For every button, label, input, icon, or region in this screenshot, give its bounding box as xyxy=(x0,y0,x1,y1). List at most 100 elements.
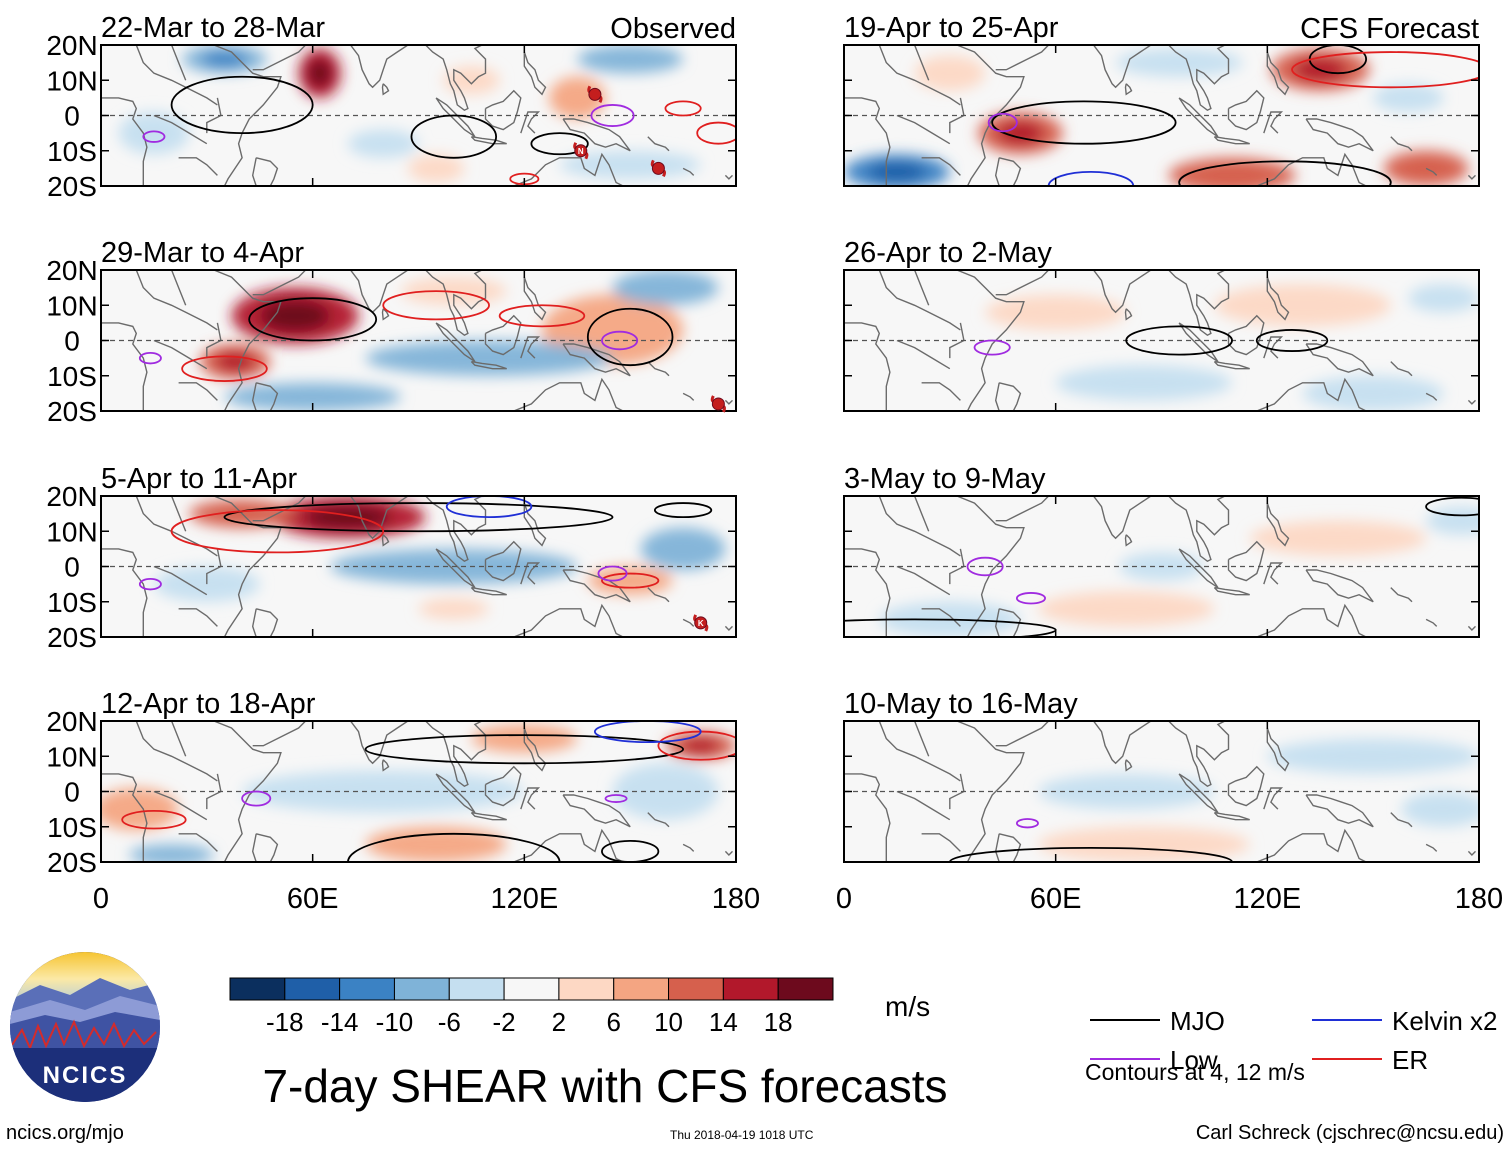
y-tick-label: 20S xyxy=(47,396,97,427)
shear-field xyxy=(844,48,1469,186)
y-tick-label: 10S xyxy=(47,812,97,843)
shear-anomaly xyxy=(640,527,726,571)
shear-anomaly xyxy=(612,270,719,306)
coastline xyxy=(523,727,547,772)
x-tick-label: 120E xyxy=(490,883,558,915)
colorbar-swatch xyxy=(558,977,615,1001)
cyclone-marker xyxy=(587,85,603,104)
coastline xyxy=(178,608,218,627)
coastline xyxy=(381,759,390,772)
colorbar-level-label: 10 xyxy=(654,1007,683,1037)
panel-date-label: 26-Apr to 2-May xyxy=(844,237,1052,269)
legend-mjo-label: MJO xyxy=(1170,1006,1225,1036)
coastline xyxy=(896,339,951,370)
x-tick-label: 180 xyxy=(712,883,760,915)
coastline xyxy=(135,721,218,782)
coastline xyxy=(178,833,218,852)
contour-mjo xyxy=(248,297,378,342)
coastline xyxy=(1168,721,1230,788)
footer-url[interactable]: ncics.org/mjo xyxy=(6,1122,124,1144)
coastline xyxy=(512,377,624,411)
colorbar-level-label: -10 xyxy=(376,1007,414,1037)
y-tick-label: 20N xyxy=(46,706,97,737)
colorbar-level-label: 14 xyxy=(709,1007,738,1037)
cyclone-marker: N xyxy=(573,142,589,160)
coastline xyxy=(252,721,307,747)
coastline xyxy=(913,270,930,306)
coastline xyxy=(170,496,187,532)
coastline xyxy=(896,790,951,821)
coastline xyxy=(1083,721,1152,765)
colorbar-level-label: -2 xyxy=(493,1007,516,1037)
shear-anomaly xyxy=(549,76,606,120)
contour-kelvin xyxy=(594,721,702,744)
x-tick-label: 60E xyxy=(287,883,339,915)
colorbar-swatch xyxy=(668,977,724,1001)
coastline xyxy=(956,45,1025,186)
coastline xyxy=(101,773,148,862)
coastline xyxy=(647,812,670,828)
contour-er xyxy=(1291,51,1479,89)
contour-low xyxy=(138,577,162,591)
x-tick-label: 180 xyxy=(1455,883,1503,915)
footer-credit: Carl Schreck (cjschrec@ncsu.edu) xyxy=(1195,1122,1504,1144)
coastline xyxy=(949,322,965,359)
footer-timestamp: Thu 2018-04-19 1018 UTC xyxy=(670,1128,814,1142)
shear-anomaly xyxy=(1302,375,1444,411)
coastline xyxy=(1124,83,1133,96)
y-tick-label: 0 xyxy=(64,101,80,132)
map-panel: 10-May to 16-May 0 60E 120E 180 xyxy=(836,688,1503,915)
coastline xyxy=(995,496,1050,522)
y-tick-label: 10N xyxy=(46,516,97,547)
shear-anomaly xyxy=(365,340,613,376)
contour-mjo xyxy=(1255,329,1329,352)
coastline xyxy=(1467,850,1476,856)
coastline xyxy=(1255,828,1367,862)
shear-anomaly xyxy=(418,598,490,620)
cyclone-letter: N xyxy=(578,147,584,156)
coastline xyxy=(170,270,187,306)
shear-anomaly xyxy=(1267,738,1479,774)
shear-anomaly xyxy=(1426,506,1479,535)
cyclone-center xyxy=(588,87,602,101)
colorbar-swatch xyxy=(503,977,560,1001)
figure-title: 7-day SHEAR with CFS forecasts xyxy=(262,1060,947,1112)
contour-mjo xyxy=(410,114,498,159)
contour-mjo xyxy=(530,132,589,156)
coastline xyxy=(1124,759,1133,772)
panel-date-label: 5-Apr to 11-Apr xyxy=(101,463,297,495)
coastline xyxy=(153,339,208,370)
coastline xyxy=(206,548,222,585)
legend-low-label: Low xyxy=(1170,1045,1218,1075)
coastline xyxy=(1083,45,1152,89)
map-panel: 3-May to 9-May xyxy=(843,463,1480,638)
coastline xyxy=(1255,603,1367,637)
coastline xyxy=(1305,118,1374,152)
coastline xyxy=(213,45,282,186)
cyclone-center xyxy=(694,616,708,630)
contour-er xyxy=(121,809,187,830)
coastline xyxy=(956,721,1025,862)
cyclone-center xyxy=(711,397,725,411)
panel-date-label: 12-Apr to 18-Apr xyxy=(101,688,316,720)
legend: MJO Kelvin x2 Low ER Contours at 4, 12 m… xyxy=(1085,1006,1498,1085)
coastline xyxy=(252,45,307,71)
coastline xyxy=(470,360,507,370)
y-tick-label: 10N xyxy=(46,65,97,96)
colorbar: -18 -14 -10 -6 -2 2 6 10 14 18 xyxy=(229,977,834,1037)
coastline xyxy=(896,114,951,145)
coastline xyxy=(1266,727,1290,772)
coastlines xyxy=(844,721,1476,862)
shear-anomaly xyxy=(1038,591,1215,627)
shear-anomaly xyxy=(1401,791,1479,827)
coastline xyxy=(844,322,891,411)
coastline xyxy=(994,157,1022,186)
y-tick-label: 10N xyxy=(46,290,97,321)
coastline xyxy=(1305,569,1374,603)
colorbar-swatch xyxy=(284,977,341,1001)
column-label: Observed xyxy=(610,13,736,45)
coastline xyxy=(994,382,1022,411)
coastline xyxy=(994,833,1022,862)
contour-er xyxy=(696,121,736,145)
